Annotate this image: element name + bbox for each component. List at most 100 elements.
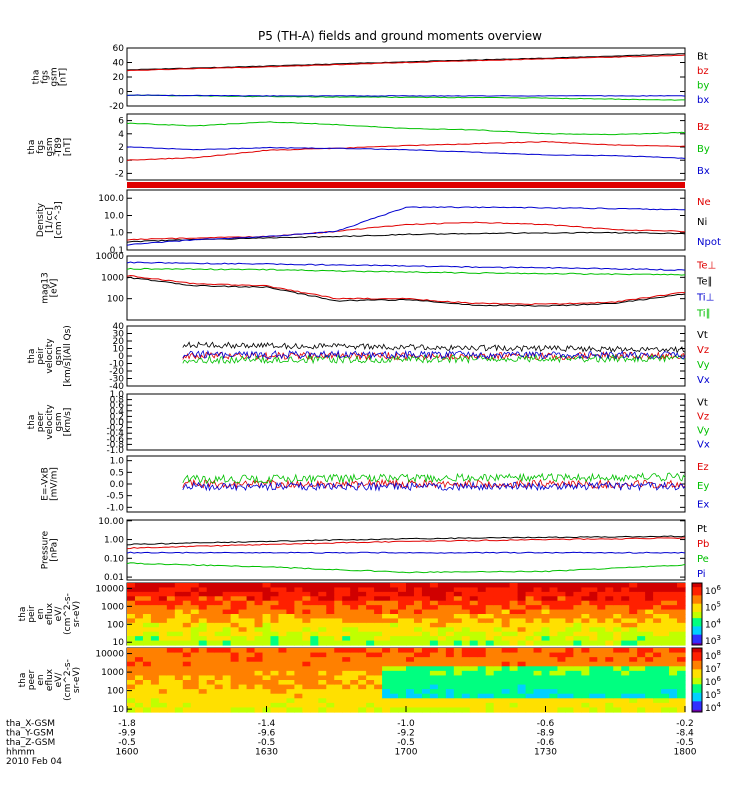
heatmap-cell xyxy=(557,652,567,658)
heatmap-cell xyxy=(334,622,343,628)
heatmap-cell xyxy=(158,636,168,642)
heatmap-cell xyxy=(605,689,614,695)
heatmap-cell xyxy=(406,680,415,686)
heatmap-cell xyxy=(493,583,503,589)
heatmap-cell xyxy=(294,622,303,628)
heatmap-cell xyxy=(166,609,176,615)
heatmap-cell xyxy=(254,591,264,597)
heatmap-cell xyxy=(565,618,574,624)
colorbar-label-base: 10 xyxy=(705,637,717,647)
heatmap-cell xyxy=(589,600,598,606)
heatmap-cell xyxy=(230,618,240,624)
ytick-label: 6 xyxy=(118,117,124,127)
heatmap-cell xyxy=(493,600,503,606)
colorbar-segment xyxy=(692,665,702,668)
heatmap-cell xyxy=(533,631,543,637)
heatmap-cell xyxy=(677,657,686,663)
heatmap-cell xyxy=(350,657,359,663)
ytick-label: 100.0 xyxy=(98,194,124,204)
heatmap-cell xyxy=(565,609,574,615)
colorbar-segment xyxy=(692,642,702,646)
heatmap-cell xyxy=(509,640,519,646)
heatmap-cell xyxy=(246,657,256,663)
heatmap-cell xyxy=(589,614,598,620)
heatmap-cell xyxy=(549,609,559,615)
heatmap-cell xyxy=(589,618,598,624)
heatmap-cell xyxy=(166,631,176,637)
heatmap-cell xyxy=(182,627,192,633)
heatmap-cell xyxy=(501,609,511,615)
heatmap-cell xyxy=(421,583,431,589)
heatmap-cell xyxy=(605,596,614,602)
heatmap-cell xyxy=(621,698,630,704)
heatmap-cell xyxy=(366,684,375,690)
heatmap-cell xyxy=(677,675,686,681)
heatmap-cell xyxy=(525,605,535,611)
heatmap-cell xyxy=(382,618,391,624)
heatmap-cell xyxy=(182,684,192,690)
heatmap-cell xyxy=(278,640,288,646)
heatmap-cell xyxy=(573,609,582,615)
heatmap-cell xyxy=(374,702,383,709)
heatmap-cell xyxy=(653,627,662,633)
heatmap-cell xyxy=(206,684,216,690)
heatmap-cell xyxy=(557,587,567,593)
heatmap-cell xyxy=(334,636,343,642)
heatmap-cell xyxy=(413,631,423,637)
heatmap-cell xyxy=(358,618,367,624)
heatmap-cell xyxy=(437,693,447,699)
heatmap-cell xyxy=(150,600,160,606)
heatmap-cell xyxy=(127,684,136,690)
heatmap-cell xyxy=(501,702,511,709)
heatmap-cell xyxy=(190,631,200,637)
heatmap-cell xyxy=(382,640,391,646)
heatmap-cell xyxy=(589,609,598,615)
heatmap-cell xyxy=(501,636,511,642)
footer-value: 1600 xyxy=(116,748,139,758)
heatmap-cell xyxy=(533,693,543,699)
heatmap-cell xyxy=(134,684,144,690)
heatmap-cell xyxy=(613,652,622,658)
heatmap-cell xyxy=(262,636,272,642)
heatmap-cell xyxy=(437,707,447,713)
heatmap-cell xyxy=(669,631,678,637)
heatmap-cell xyxy=(445,631,455,637)
heatmap-cell xyxy=(230,670,240,677)
heatmap-cell xyxy=(661,636,670,642)
heatmap-cell xyxy=(677,622,686,628)
heatmap-cell xyxy=(525,661,535,667)
heatmap-cell xyxy=(174,583,184,589)
heatmap-cell xyxy=(517,600,527,606)
heatmap-cell xyxy=(254,600,264,606)
heatmap-cell xyxy=(661,600,670,606)
heatmap-cell xyxy=(445,583,455,589)
heatmap-cell xyxy=(557,618,567,624)
heatmap-cell xyxy=(142,600,152,606)
heatmap-cell xyxy=(597,675,606,681)
heatmap-cell xyxy=(334,707,343,713)
heatmap-cell xyxy=(645,605,654,611)
heatmap-cell xyxy=(469,622,479,628)
heatmap-cell xyxy=(206,640,216,646)
heatmap-cell xyxy=(206,583,216,589)
heatmap-cell xyxy=(350,609,359,615)
heatmap-cell xyxy=(589,680,598,686)
heatmap-cell xyxy=(174,631,184,637)
heatmap-cell xyxy=(429,605,439,611)
colorbar-segment xyxy=(692,688,702,692)
ytick-label: 0.4 xyxy=(110,407,125,417)
heatmap-cell xyxy=(469,627,479,633)
heatmap-cell xyxy=(581,707,590,713)
heatmap-cell xyxy=(230,583,240,589)
heatmap-cell xyxy=(501,648,511,654)
colorbar-segment xyxy=(692,583,702,586)
heatmap-cell xyxy=(214,600,224,606)
panel-ylabel-line: tha xyxy=(18,673,28,688)
colorbar-segment xyxy=(692,692,702,696)
heatmap-cell xyxy=(342,600,351,606)
heatmap-cell xyxy=(182,614,192,620)
heatmap-cell xyxy=(374,622,383,628)
heatmap-cell xyxy=(421,657,431,663)
heatmap-cell xyxy=(270,640,280,646)
